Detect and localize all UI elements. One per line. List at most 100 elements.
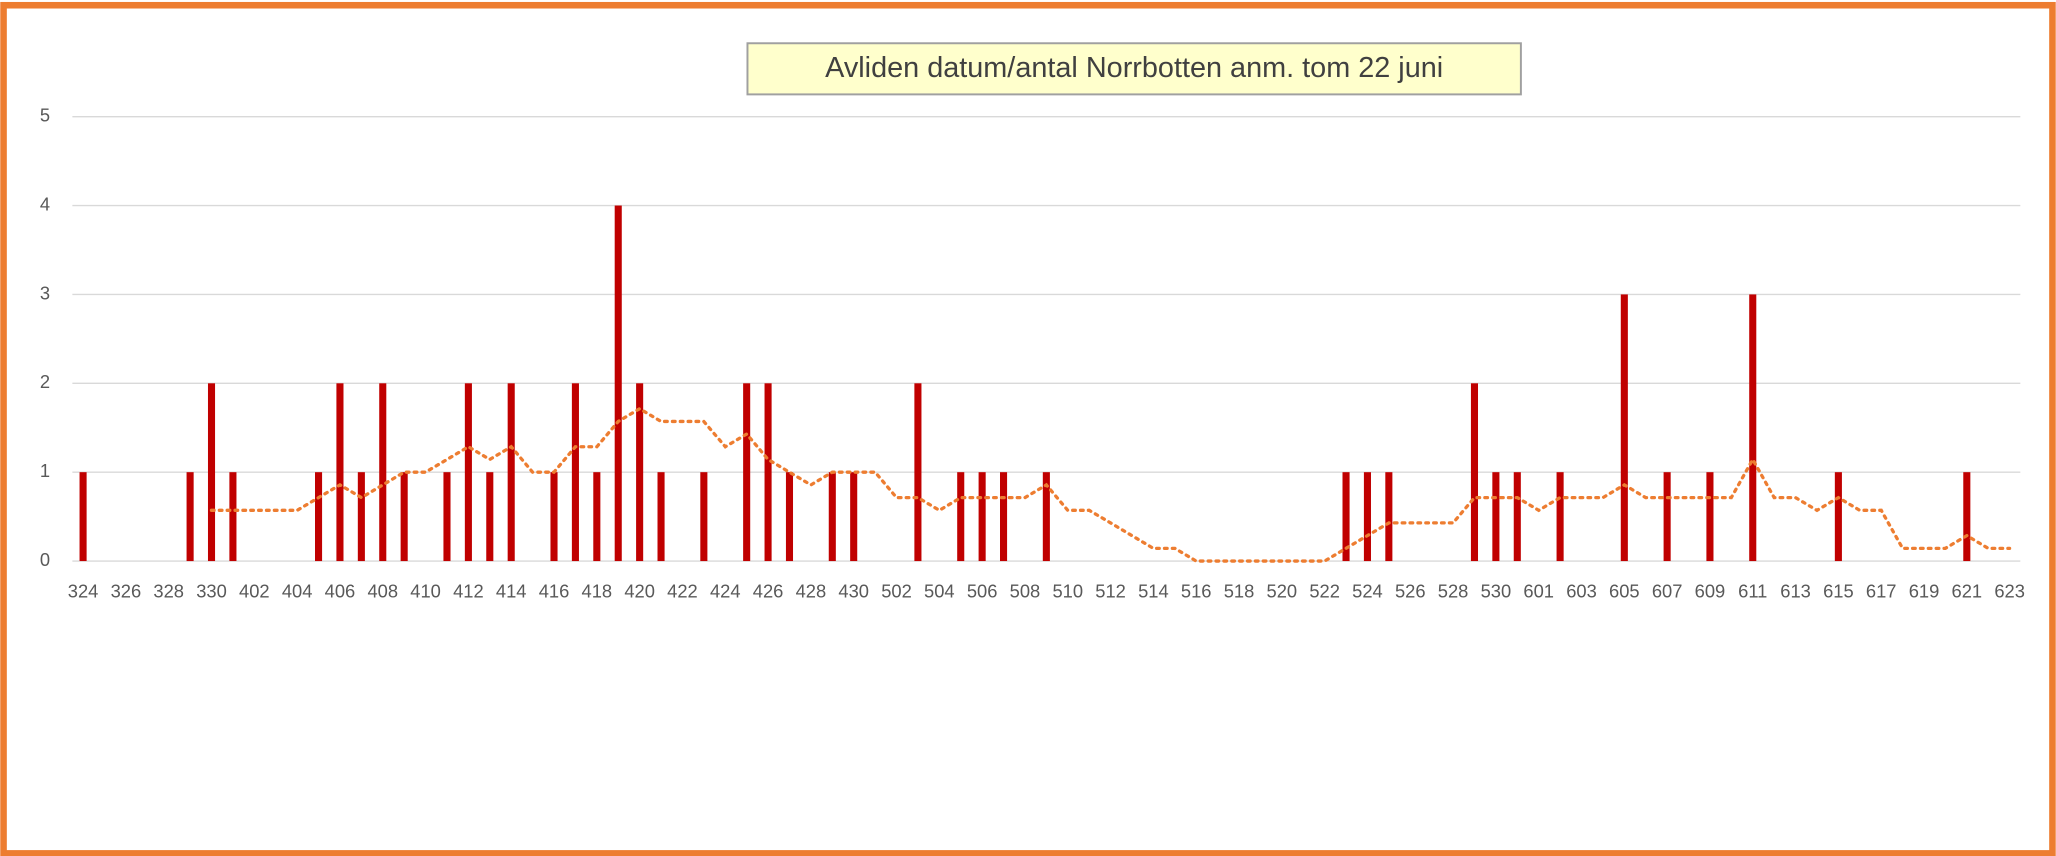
x-tick-label: 613 <box>1780 580 1811 601</box>
title-box <box>746 42 1522 96</box>
bar <box>229 472 237 562</box>
x-tick-label: 408 <box>367 580 398 601</box>
bar <box>700 472 708 562</box>
bar <box>571 383 579 562</box>
x-tick-label: 324 <box>68 580 99 601</box>
x-tick-label: 603 <box>1566 580 1597 601</box>
y-tick-label: 1 <box>40 460 50 481</box>
bar <box>1385 472 1393 562</box>
x-tick-label: 406 <box>325 580 356 601</box>
bar <box>400 472 408 562</box>
y-tick-label: 3 <box>40 282 50 303</box>
bar <box>315 472 323 562</box>
bar <box>850 472 858 562</box>
bar <box>550 472 558 562</box>
x-tick-label: 404 <box>282 580 313 601</box>
x-tick-label: 414 <box>496 580 527 601</box>
x-tick-label: 621 <box>1952 580 1983 601</box>
x-tick-label: 623 <box>1994 580 2025 601</box>
x-tick-label: 506 <box>967 580 998 601</box>
x-tick-label: 416 <box>539 580 570 601</box>
x-tick-label: 619 <box>1909 580 1940 601</box>
bar <box>207 383 216 562</box>
bar <box>636 383 644 562</box>
bar <box>1963 472 1971 562</box>
y-tick-label: 0 <box>40 549 50 570</box>
x-tick-label: 328 <box>153 580 184 601</box>
x-tick-label: 422 <box>667 580 698 601</box>
x-tick-label: 430 <box>838 580 869 601</box>
x-tick-label: 512 <box>1095 580 1126 601</box>
bar <box>1749 294 1757 562</box>
x-tick-label: 601 <box>1523 580 1554 601</box>
x-tick-label: 524 <box>1352 580 1383 601</box>
bar <box>1556 472 1564 562</box>
x-tick-label: 617 <box>1866 580 1897 601</box>
y-tick-label: 5 <box>40 105 50 126</box>
x-tick-label: 514 <box>1138 580 1169 601</box>
x-tick-label: 402 <box>239 580 270 601</box>
x-tick-label: 326 <box>111 580 142 601</box>
x-tick-label: 528 <box>1438 580 1469 601</box>
bar <box>79 472 87 562</box>
bar <box>336 383 344 562</box>
bar <box>764 383 772 562</box>
bar <box>785 472 794 562</box>
bar <box>1342 472 1350 562</box>
bar <box>443 472 451 562</box>
x-tick-label: 418 <box>582 580 613 601</box>
bar <box>357 472 365 562</box>
bar <box>743 383 751 562</box>
bar <box>657 472 665 562</box>
x-tick-label: 607 <box>1652 580 1683 601</box>
bar <box>957 472 965 562</box>
bar <box>507 383 515 562</box>
x-tick-label: 518 <box>1224 580 1255 601</box>
bar <box>1834 472 1842 562</box>
bar <box>1663 472 1671 562</box>
x-tick-label: 428 <box>796 580 827 601</box>
y-tick-label: 4 <box>40 193 50 214</box>
bar <box>614 205 622 562</box>
x-tick-label: 611 <box>1738 580 1767 601</box>
bar <box>1042 472 1050 562</box>
bar <box>1706 472 1714 562</box>
bar <box>914 383 922 562</box>
bar <box>464 383 472 562</box>
x-tick-label: 330 <box>196 580 227 601</box>
x-tick-label: 516 <box>1181 580 1212 601</box>
x-tick-label: 426 <box>753 580 784 601</box>
x-tick-label: 508 <box>1010 580 1041 601</box>
chart-title: Avliden datum/antal Norrbotten anm. tom … <box>825 52 1443 84</box>
bar <box>379 383 387 562</box>
bar <box>593 472 601 562</box>
x-tick-label: 530 <box>1481 580 1512 601</box>
x-tick-label: 420 <box>624 580 655 601</box>
x-tick-label: 526 <box>1395 580 1426 601</box>
x-tick-label: 502 <box>881 580 912 601</box>
bar <box>1363 472 1371 562</box>
trendline <box>209 406 2012 563</box>
y-tick-label: 2 <box>40 371 50 392</box>
bar <box>1492 472 1500 562</box>
bar <box>1470 383 1479 562</box>
bar <box>1620 294 1628 562</box>
x-tick-label: 424 <box>710 580 741 601</box>
bar <box>978 472 986 562</box>
bar <box>828 472 836 562</box>
x-tick-label: 412 <box>453 580 484 601</box>
bar <box>186 472 194 562</box>
x-tick-label: 504 <box>924 580 955 601</box>
x-tick-label: 410 <box>410 580 441 601</box>
x-tick-label: 605 <box>1609 580 1640 601</box>
x-tick-label: 520 <box>1267 580 1298 601</box>
bar <box>1000 472 1008 562</box>
bar <box>486 472 494 562</box>
x-tick-label: 615 <box>1823 580 1854 601</box>
x-tick-label: 609 <box>1695 580 1726 601</box>
x-tick-label: 522 <box>1309 580 1340 601</box>
x-tick-label: 510 <box>1052 580 1083 601</box>
